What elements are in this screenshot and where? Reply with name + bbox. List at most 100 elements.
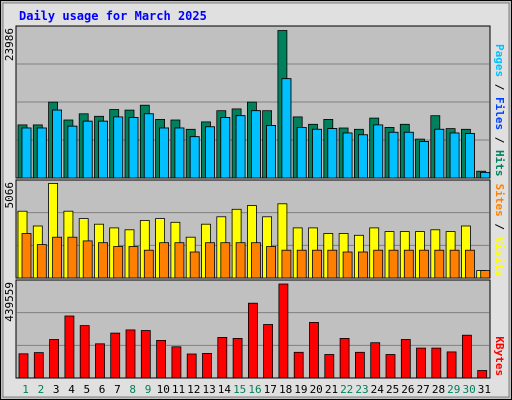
legend-hits-files-pages: Pages / Files / Hits (493, 44, 506, 177)
bar-pages-day-10 (159, 127, 170, 179)
bar-kbytes-day-18 (278, 283, 289, 379)
bar-sites-day-23 (357, 251, 368, 279)
bar-kbytes-day-20 (309, 321, 319, 379)
bar-pages-day-16 (250, 110, 261, 179)
bar-sites-day-12 (189, 251, 200, 279)
bar-pages-day-6 (98, 120, 108, 179)
bar-kbytes-day-22 (339, 337, 350, 379)
bar-pages-day-17 (266, 125, 277, 179)
bar-sites-day-27 (419, 249, 429, 279)
panel-hits-files-pages: 23986 Pages / Files / Hits (3, 25, 506, 179)
bar-sites-day-29 (449, 249, 460, 279)
x-tick-label-day-5: 5 (83, 383, 90, 396)
x-tick-label-day-27: 27 (417, 383, 430, 396)
bar-pages-day-15 (235, 115, 246, 179)
bar-kbytes-day-13 (202, 352, 212, 379)
x-tick-label-day-19: 19 (294, 383, 307, 396)
bar-pages-day-19 (296, 127, 307, 179)
bar-kbytes-day-15 (232, 337, 243, 379)
bar-pages-day-31 (480, 171, 491, 179)
bar-kbytes-day-25 (385, 354, 396, 379)
bar-pages-day-12 (189, 136, 200, 179)
x-tick-label-day-22: 22 (340, 383, 353, 396)
bar-pages-day-4 (67, 125, 78, 179)
bar-pages-day-14 (220, 117, 231, 179)
bar-sites-day-7 (113, 246, 124, 279)
bar-sites-day-24 (373, 249, 384, 279)
legend-kbytes: KBytes (493, 336, 506, 376)
x-tick-label-day-12: 12 (187, 383, 200, 396)
bar-sites-day-25 (388, 249, 399, 279)
bar-pages-day-29 (449, 132, 460, 179)
chart-panels: 23986 Pages / Files / Hits 5066 Sites / Vis… (3, 25, 506, 379)
bar-kbytes-day-5 (79, 325, 90, 379)
bar-kbytes-day-12 (186, 353, 197, 379)
bar-sites-day-22 (342, 251, 353, 279)
bar-pages-day-24 (373, 124, 384, 179)
bar-sites-day-3 (52, 236, 62, 279)
bar-sites-day-28 (434, 249, 445, 279)
bar-sites-day-15 (235, 242, 246, 279)
bar-sites-day-13 (205, 242, 215, 279)
bar-sites-day-16 (250, 242, 261, 279)
x-tick-label-day-15: 15 (233, 383, 246, 396)
bar-kbytes-day-11 (171, 346, 182, 379)
bar-pages-day-18 (281, 78, 292, 179)
x-tick-label-day-31: 31 (478, 383, 491, 396)
bar-pages-day-28 (434, 128, 445, 179)
bar-kbytes-day-30 (461, 334, 472, 379)
x-tick-label-day-14: 14 (218, 383, 232, 396)
x-tick-label-day-17: 17 (264, 383, 277, 396)
x-tick-label-day-29: 29 (447, 383, 460, 396)
legend-entry: Files (493, 97, 506, 130)
bar-sites-day-30 (464, 249, 475, 279)
x-tick-label-day-30: 30 (462, 383, 475, 396)
y-max-label: 439559 (3, 282, 16, 322)
bar-kbytes-day-19 (293, 351, 304, 379)
bar-pages-day-2 (36, 127, 47, 179)
bar-pages-day-13 (205, 126, 215, 179)
bar-kbytes-day-2 (33, 352, 44, 379)
x-tick-label-day-28: 28 (432, 383, 445, 396)
bar-sites-day-8 (128, 246, 139, 279)
bar-kbytes-day-10 (156, 339, 167, 379)
legend-entry: KBytes (493, 336, 506, 376)
bar-kbytes-day-23 (354, 351, 365, 379)
bar-sites-day-21 (327, 249, 338, 279)
panel-kbytes: 439559 KBytes (3, 279, 506, 379)
bar-sites-day-5 (82, 240, 93, 279)
x-tick-label-day-4: 4 (68, 383, 75, 396)
bar-sites-day-9 (143, 249, 154, 279)
x-tick-label-day-10: 10 (157, 383, 170, 396)
bar-kbytes-day-29 (446, 351, 457, 379)
bar-sites-day-4 (67, 236, 78, 279)
bar-kbytes-day-27 (416, 347, 426, 379)
x-tick-label-day-6: 6 (99, 383, 106, 396)
bar-kbytes-day-31 (477, 370, 488, 379)
bar-pages-day-11 (174, 127, 185, 179)
bar-sites-day-2 (36, 244, 47, 279)
bar-pages-day-5 (82, 120, 93, 179)
x-tick-label-day-18: 18 (279, 383, 292, 396)
bar-sites-day-19 (296, 249, 307, 279)
bar-pages-day-30 (464, 133, 475, 179)
bar-kbytes-day-26 (400, 339, 411, 379)
bar-sites-day-6 (98, 242, 108, 279)
bar-pages-day-20 (312, 128, 322, 179)
legend-visits-sites: Sites / Visits (493, 184, 506, 277)
bar-sites-day-26 (403, 249, 414, 279)
series-kbytes (18, 283, 488, 379)
bar-kbytes-day-17 (263, 324, 274, 379)
legend-entry: / (493, 217, 506, 237)
bar-kbytes-day-4 (64, 315, 75, 379)
bar-kbytes-day-6 (95, 343, 105, 379)
x-tick-label-day-16: 16 (248, 383, 261, 396)
bar-sites-day-1 (21, 233, 32, 279)
bar-pages-day-3 (52, 109, 62, 179)
legend-entry: Visits (493, 237, 506, 277)
x-tick-label-day-3: 3 (53, 383, 60, 396)
bar-pages-day-9 (143, 113, 154, 179)
bar-kbytes-day-14 (217, 336, 228, 379)
legend-entry: / (493, 77, 506, 97)
bar-sites-day-31 (480, 270, 491, 279)
